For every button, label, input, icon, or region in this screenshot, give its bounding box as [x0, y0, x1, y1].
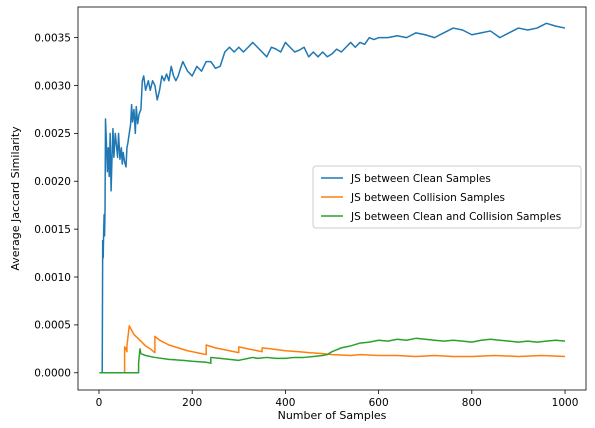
series-line-2: [99, 325, 566, 374]
y-tick-label: 0.0015: [34, 224, 71, 236]
y-tick-label: 0.0035: [34, 32, 71, 44]
series-lines: [99, 22, 566, 374]
y-tick-label: 0.0025: [34, 128, 71, 140]
legend: JS between Clean Samples JS between Colli…: [312, 165, 582, 229]
y-tick-label: 0.0030: [34, 80, 71, 92]
plot-frame: [77, 6, 587, 391]
series-line-3: [99, 337, 566, 374]
legend-frame: [312, 165, 582, 229]
legend-entry-2: JS between Collision Samples: [350, 192, 505, 204]
axes: 0 200 400 600 800 1000 0.0000 0.0005 0.0010 0.001…: [34, 6, 587, 409]
legend-entry-1: JS between Clean Samples: [350, 173, 491, 185]
x-axis-label: Number of Samples: [278, 409, 387, 422]
x-tick-label: 800: [462, 397, 482, 409]
y-tick-label: 0.0005: [34, 320, 71, 332]
x-tick-label: 600: [369, 397, 389, 409]
x-tick-label: 200: [182, 397, 202, 409]
y-tick-label: 0.0010: [34, 272, 71, 284]
series-line-1: [99, 22, 566, 374]
x-tick-label: 1000: [552, 397, 579, 409]
legend-entry-3: JS between Clean and Collision Samples: [350, 211, 561, 223]
x-tick-label: 0: [96, 397, 103, 409]
y-axis-label: Average Jaccard Similarity: [9, 126, 22, 271]
y-tick-label: 0.0000: [34, 368, 71, 380]
x-tick-label: 400: [275, 397, 295, 409]
y-tick-label: 0.0020: [34, 176, 71, 188]
